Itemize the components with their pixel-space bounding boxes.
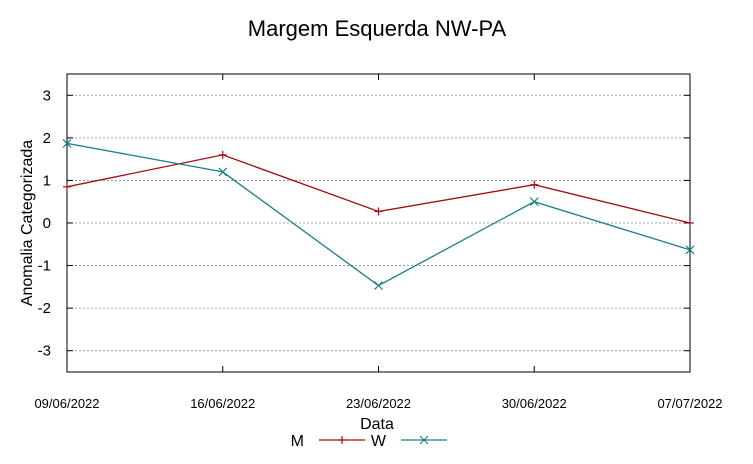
chart-title: Margem Esquerda NW-PA [248, 16, 507, 41]
gridlines [67, 94, 690, 352]
x-axis-label: Data [360, 416, 394, 433]
y-axis-ticks: 3 2 1 0 -1 -2 -3 [38, 87, 690, 360]
y-tick-label: -1 [38, 258, 51, 275]
data-point-m [530, 180, 539, 189]
x-tick-label: 16/06/2022 [190, 396, 255, 411]
x-tick-label: 07/07/2022 [657, 396, 722, 411]
y-tick-label: 0 [43, 215, 51, 232]
y-tick-label: -2 [38, 300, 51, 317]
x-axis-ticks: 09/06/2022 16/06/2022 23/06/2022 30/06/2022… [34, 74, 723, 411]
legend-label-m: M [291, 433, 304, 450]
data-point-w [374, 281, 383, 291]
data-point-m [63, 182, 71, 191]
y-tick-label: 2 [43, 130, 51, 147]
legend-marker-m [338, 436, 346, 444]
data-point-w [62, 138, 72, 148]
data-point-m [686, 219, 694, 227]
x-tick-label: 30/06/2022 [502, 396, 567, 411]
y-tick-label: -3 [38, 343, 51, 360]
data-point-w [218, 167, 228, 177]
legend-marker-w [419, 435, 429, 445]
x-tick-label: 09/06/2022 [34, 396, 99, 411]
data-point-m [374, 207, 383, 216]
y-tick-label: 3 [43, 87, 51, 104]
y-axis-label: Anomalia Categorizada [19, 140, 36, 306]
legend-label-w: W [371, 433, 387, 450]
y-tick-label: 1 [43, 172, 51, 189]
data-point-w [685, 245, 695, 255]
x-tick-label: 23/06/2022 [346, 396, 411, 411]
data-point-w [529, 197, 539, 207]
series-layer [62, 138, 695, 291]
data-point-m [218, 150, 227, 159]
